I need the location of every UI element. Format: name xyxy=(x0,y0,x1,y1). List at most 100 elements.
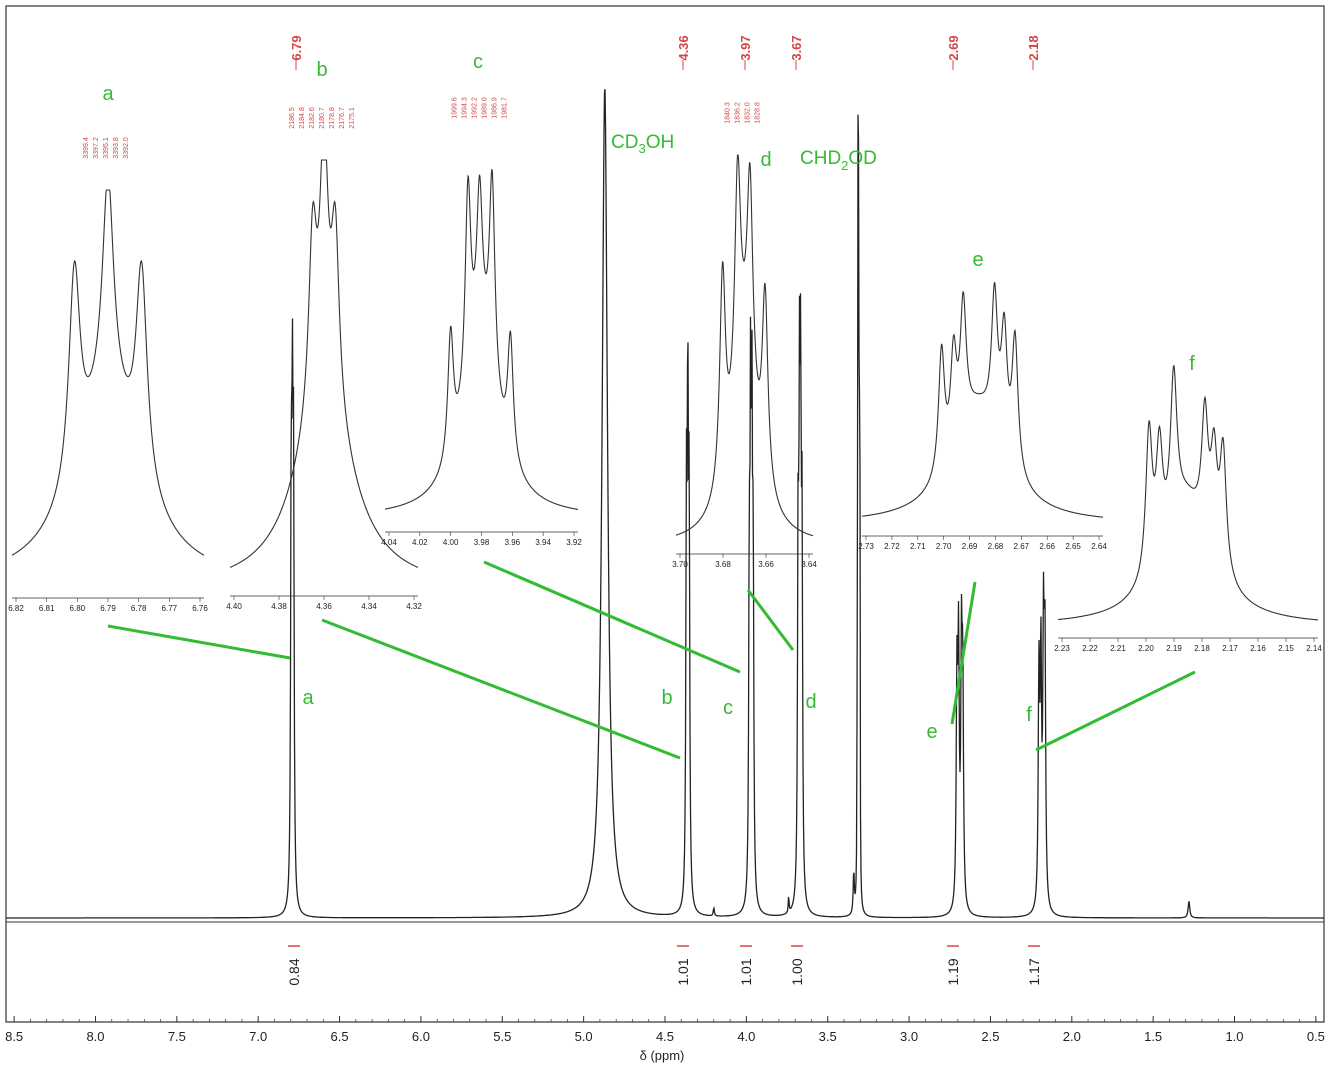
inset-peak-freq: 1986.9 xyxy=(492,97,499,119)
shift-labels: 6.79 4.36 3.97 3.67 2.69 2.18 xyxy=(289,35,1041,70)
peak-label-a: a xyxy=(302,687,314,709)
inset-connector xyxy=(107,624,291,660)
inset-tick-label: 4.02 xyxy=(412,538,428,547)
inset-tick-label: 6.81 xyxy=(39,604,55,613)
inset-label-a: a xyxy=(102,83,114,105)
inset-tick-label: 6.79 xyxy=(100,604,116,613)
shift-label-a: 6.79 xyxy=(289,35,304,60)
inset-tick-label: 2.19 xyxy=(1166,644,1182,653)
inset-tick-label: 3.70 xyxy=(672,560,688,569)
x-axis: 8.5 8.0 7.5 7.0 6.5 6.0 5.5 5.0 4.5 4.0 3.5 3.0 2.5 2… xyxy=(5,1016,1325,1044)
inset-tick-label: 3.94 xyxy=(535,538,551,547)
integral-value-e: 1.19 xyxy=(945,958,961,985)
inset-peak-freq: 2180.7 xyxy=(319,107,326,129)
inset-tick-label: 4.34 xyxy=(361,602,377,611)
inset-a: 6.82 6.81 6.80 6.79 6.78 6.77 6.76 3399.4 3397.2… xyxy=(8,83,208,613)
inset-tick-label: 3.92 xyxy=(566,538,582,547)
inset-peak-freq: 3399.4 xyxy=(83,137,90,159)
inset-peak-freq: 2184.8 xyxy=(299,107,306,129)
inset-tick-label: 2.72 xyxy=(884,542,900,551)
inset-peak-freq: 1989.0 xyxy=(482,97,489,119)
inset-tick-label: 4.04 xyxy=(381,538,397,547)
inset-connector xyxy=(950,581,977,725)
x-tick-label: 5.5 xyxy=(493,1029,511,1044)
inset-connector xyxy=(321,618,681,760)
x-tick-label: 1.0 xyxy=(1225,1029,1243,1044)
inset-trace xyxy=(11,189,205,556)
peak-label-b: b xyxy=(661,687,672,709)
inset-tick-label: 2.18 xyxy=(1194,644,1210,653)
zoom-insets: 6.82 6.81 6.80 6.79 6.78 6.77 6.76 3399.4 3397.2… xyxy=(8,51,1322,653)
connector-lines xyxy=(107,560,1196,760)
inset-label-e: e xyxy=(972,249,983,271)
inset-tick-label: 2.17 xyxy=(1222,644,1238,653)
inset-peak-freq: 1832.0 xyxy=(745,102,752,124)
inset-label-d: d xyxy=(760,149,771,171)
inset-peak-freq: 2176.7 xyxy=(339,107,346,129)
inset-connector xyxy=(483,560,741,674)
inset-tick-label: 2.71 xyxy=(910,542,926,551)
inset-label-b: b xyxy=(316,59,327,81)
inset-tick-label: 2.23 xyxy=(1054,644,1070,653)
inset-peak-freq: 2186.5 xyxy=(289,107,296,129)
integral-value-f: 1.17 xyxy=(1026,958,1042,985)
inset-trace xyxy=(862,282,1104,518)
integral-value-b: 1.01 xyxy=(675,958,691,985)
x-tick-label: 5.0 xyxy=(575,1029,593,1044)
x-tick-label: 3.0 xyxy=(900,1029,918,1044)
peak-label-d: d xyxy=(805,691,816,713)
inset-peak-freq: 3393.8 xyxy=(113,137,120,159)
plot-frame xyxy=(5,5,1325,1023)
integral-value-d: 1.00 xyxy=(789,958,805,985)
peak-labels: a b c d e f xyxy=(302,687,1032,743)
inset-d: 3.70 3.68 3.66 3.64 1840.3 1836.2 1832.0 1828.8… xyxy=(672,102,817,569)
shift-label-e: 2.69 xyxy=(946,35,961,60)
solvent-label-chd2od: CHD2OD xyxy=(800,148,877,173)
inset-peak-freq: 2182.6 xyxy=(309,107,316,129)
inset-peak-freq: 2175.1 xyxy=(349,107,356,129)
x-tick-label: 7.0 xyxy=(249,1029,267,1044)
inset-tick-label: 3.98 xyxy=(474,538,490,547)
inset-peak-freq: 1999.6 xyxy=(452,97,459,119)
inset-tick-label: 2.20 xyxy=(1138,644,1154,653)
spectrum-trace xyxy=(6,89,1324,919)
inset-peak-freq: 1992.2 xyxy=(472,97,479,119)
integral-value-a: 0.84 xyxy=(286,958,302,985)
inset-tick-label: 4.32 xyxy=(406,602,422,611)
inset-tick-label: 2.70 xyxy=(936,542,952,551)
integral-labels: 0.84 1.01 1.01 1.00 1.19 1.17 xyxy=(286,945,1042,986)
inset-f: 2.23 2.22 2.21 2.20 2.19 2.18 2.17 2.16 2.15 2.14… xyxy=(1054,353,1322,653)
inset-c: 4.04 4.02 4.00 3.98 3.96 3.94 3.92 1999.6 1994.3… xyxy=(381,51,582,547)
inset-tick-label: 4.00 xyxy=(443,538,459,547)
x-tick-label: 0.5 xyxy=(1307,1029,1325,1044)
x-tick-label: 3.5 xyxy=(819,1029,837,1044)
inset-peak-freq: 3395.1 xyxy=(103,137,110,159)
inset-peak-freq: 3392.0 xyxy=(123,137,130,159)
inset-tick-label: 3.66 xyxy=(758,560,774,569)
inset-tick-label: 3.96 xyxy=(505,538,521,547)
inset-trace xyxy=(384,168,578,510)
inset-tick-label: 3.68 xyxy=(715,560,731,569)
x-axis-title: δ (ppm) xyxy=(640,1048,685,1063)
inset-label-f: f xyxy=(1189,353,1195,375)
inset-tick-label: 2.67 xyxy=(1014,542,1030,551)
x-tick-label: 1.5 xyxy=(1144,1029,1162,1044)
inset-tick-label: 4.40 xyxy=(226,602,242,611)
inset-tick-label: 6.82 xyxy=(8,604,24,613)
inset-tick-label: 2.66 xyxy=(1039,542,1055,551)
inset-connector xyxy=(1035,670,1196,752)
inset-tick-label: 2.22 xyxy=(1082,644,1098,653)
shift-label-b: 4.36 xyxy=(676,35,691,60)
solvent-label-cd3oh: CD3OH xyxy=(611,132,674,156)
inset-tick-label: 2.73 xyxy=(858,542,874,551)
x-tick-label: 2.0 xyxy=(1063,1029,1081,1044)
inset-tick-label: 3.64 xyxy=(801,560,817,569)
main-spectrum xyxy=(6,89,1324,919)
inset-trace xyxy=(1058,364,1318,621)
inset-tick-label: 2.15 xyxy=(1278,644,1294,653)
inset-e: 2.73 2.72 2.71 2.70 2.69 2.68 2.67 2.66 2.65 2.64… xyxy=(858,249,1107,551)
integral-value-c: 1.01 xyxy=(738,958,754,985)
x-tick-label: 7.5 xyxy=(168,1029,186,1044)
